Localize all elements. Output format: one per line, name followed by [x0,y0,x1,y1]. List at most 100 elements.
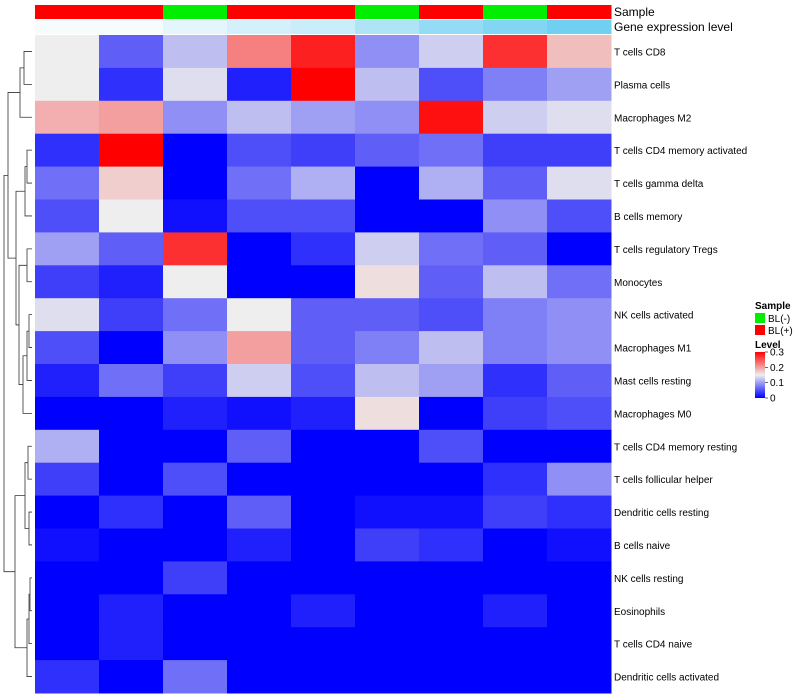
heatmap-cell [227,166,292,200]
expression-annotation-cell [163,20,228,34]
heatmap-cells [35,35,612,694]
dendrogram-branch [24,166,32,217]
heatmap-cell [419,199,484,233]
heatmap-cell [291,462,356,497]
heatmap-cell [163,364,228,398]
heatmap-cell [355,660,420,694]
expression-annotation-cell [419,20,484,34]
heatmap-cell [227,35,292,69]
heatmap-cell [35,232,100,266]
heatmap-cell [547,35,612,69]
legend-tick-label: 0.1 [770,378,784,389]
heatmap-cell [355,35,420,69]
heatmap-cell [419,232,484,266]
heatmap-cell [99,232,164,266]
heatmap-cell [483,528,548,562]
heatmap-cell [547,528,612,562]
heatmap-cell [419,495,484,529]
heatmap-cell [419,660,484,694]
heatmap-cell [291,561,356,595]
legend: Sample BL(-)BL(+) Level 0.3 0.2 0.1 0 [755,301,793,405]
heatmap-cell [291,166,356,200]
heatmap-cell [419,100,484,135]
heatmap-cell [483,100,548,135]
heatmap-cell [227,429,292,464]
heatmap-cell [419,462,484,497]
expression-annotation-cell [99,20,164,34]
heatmap-cell [483,396,548,431]
heatmap-cell [163,594,228,628]
heatmap-cell [227,199,292,233]
row-label: B cells naive [614,541,671,552]
legend-sample-entries: BL(-)BL(+) [755,313,793,337]
heatmap-cell [355,100,420,135]
heatmap-cell [227,331,292,365]
heatmap-cell [547,396,612,431]
dendrogram-branch [15,190,25,326]
heatmap-cell [163,265,228,299]
dendrogram-branch [26,149,32,184]
heatmap-cell [163,166,228,200]
heatmap-cell [35,166,100,200]
sample-annotation-cell [163,5,228,19]
heatmap-cell [483,331,548,365]
row-dendrogram [3,51,32,677]
heatmap-cell [355,265,420,299]
heatmap-cell [99,67,164,102]
dendrogram-branch [28,593,32,645]
heatmap-cell [163,67,228,102]
heatmap-cell [227,561,292,595]
heatmap-cell [291,331,356,365]
heatmap-cell [419,561,484,595]
heatmap-cell [99,429,164,464]
heatmap-cell [35,396,100,431]
heatmap-cell [35,265,100,299]
heatmap-cell [419,298,484,332]
dendrogram-branch [19,67,32,118]
heatmap-cell [291,627,356,661]
heatmap-cell [35,67,100,102]
heatmap-cell [419,429,484,464]
heatmap-cell [547,100,612,135]
heatmap-cell [35,35,100,69]
heatmap-cell [419,166,484,200]
heatmap-cell [355,133,420,168]
heatmap-cell [291,495,356,529]
heatmap-cell [291,528,356,562]
legend-level-ticks: 0.3 0.2 0.1 0 [765,348,784,405]
dendrogram-branch [28,314,32,348]
heatmap-cell [547,133,612,168]
heatmap-cell [99,462,164,497]
heatmap-cell [547,166,612,200]
heatmap-cell [99,331,164,365]
row-label: Monocytes [614,278,662,289]
heatmap-cell [99,627,164,661]
dendrogram-branch [22,355,32,414]
column-annotation-bars [35,5,612,34]
expression-annotation-cell [227,20,292,34]
row-label: T cells CD8 [614,47,666,58]
heatmap-cell [291,429,356,464]
heatmap-cell [99,660,164,694]
heatmap-cell [99,561,164,595]
heatmap-cell [99,298,164,332]
sample-annotation-cell [547,5,612,19]
legend-level-title: Level [755,340,781,351]
dendrogram-branch [29,577,32,612]
heatmap-cell [227,495,292,529]
heatmap-cell [291,35,356,69]
sample-annotation-cell [35,5,100,19]
heatmap-cell [163,298,228,332]
heatmap-cell [483,561,548,595]
row-label: T cells regulatory Tregs [614,245,718,256]
dendrogram-branch [27,445,32,480]
legend-tick-label: 0.2 [770,363,784,374]
heatmap-cell [163,660,228,694]
heatmap-cell [35,331,100,365]
heatmap-cell [547,660,612,694]
expression-annotation-cell [35,20,100,34]
expression-annotation-cell [547,20,612,34]
heatmap-cell [163,627,228,661]
expression-annotation-cell [291,20,356,34]
